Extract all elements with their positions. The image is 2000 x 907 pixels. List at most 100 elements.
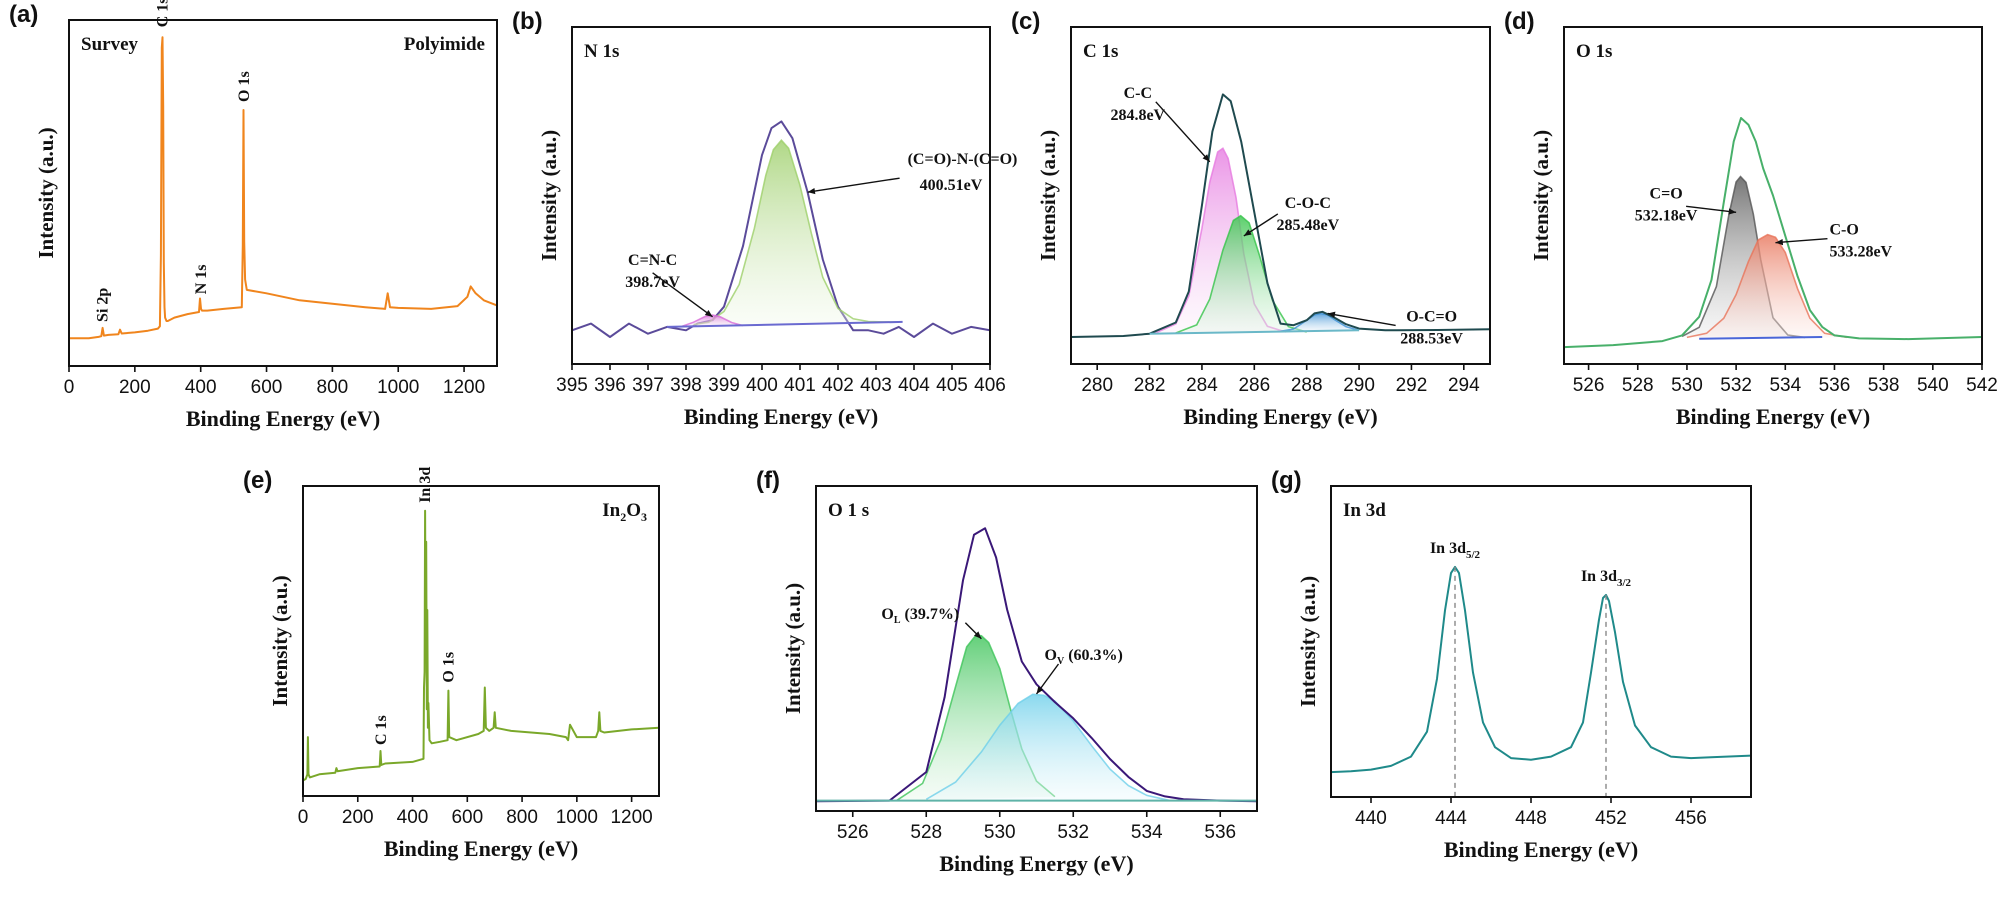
panel-g: (g) 440 444 448 452 456 Binding Energy (eV) Int…	[1271, 467, 1752, 862]
x-tick-label: 400	[185, 377, 217, 398]
x-tick-label: 440	[1355, 808, 1387, 829]
peak-annotation: C=N-C	[628, 252, 677, 269]
x-tick-label: 0	[298, 807, 309, 828]
panel-title: Survey	[81, 34, 139, 55]
peak-annotation: O-C=O	[1406, 308, 1457, 325]
panel-label: (e)	[243, 467, 272, 494]
plot-frame	[302, 485, 660, 797]
x-tick-label: 534	[1769, 375, 1801, 396]
series-line	[925, 693, 1169, 802]
peak-annotation: C 1s	[373, 715, 390, 745]
x-tick-label: 395	[556, 375, 588, 396]
peak-annotation: C-C	[1124, 85, 1152, 102]
series-line	[1686, 233, 1847, 339]
arrow-head	[1327, 311, 1336, 318]
x-tick-label: 530	[1671, 375, 1703, 396]
peak-annotation: OL (39.7%)	[881, 606, 959, 626]
x-axis-label: Binding Energy (eV)	[1444, 837, 1638, 862]
series-fill	[1154, 148, 1286, 334]
arrow-head	[1036, 686, 1044, 694]
x-tick-label: 0	[64, 377, 75, 398]
annotation-arrow	[1775, 237, 1828, 244]
series-fill	[1280, 313, 1360, 332]
peak-annotation: O 1s	[440, 652, 457, 683]
x-tick-label: 403	[860, 375, 892, 396]
annotation-arrow	[652, 272, 714, 318]
x-axis-label: Binding Energy (eV)	[1676, 404, 1870, 429]
x-axis-label: Binding Energy (eV)	[1183, 404, 1377, 429]
x-tick-label: 286	[1238, 375, 1270, 396]
x-tick-label: 456	[1675, 808, 1707, 829]
x-tick-label: 538	[1868, 375, 1900, 396]
annotation-arrow	[1155, 101, 1211, 163]
arrow-head	[1202, 154, 1210, 162]
series-fill	[926, 694, 1169, 801]
panel-f: (f) 526 528 530 532 534 536 Binding Energy (eV)…	[756, 467, 1258, 876]
series-line	[681, 314, 744, 328]
peak-annotation: 288.53eV	[1400, 330, 1463, 347]
panel-label: (g)	[1271, 467, 1302, 494]
x-axis-label: Binding Energy (eV)	[684, 404, 878, 429]
peak-annotation: 285.48eV	[1277, 217, 1340, 234]
arrow-head	[973, 631, 982, 639]
x-tick-label: 532	[1720, 375, 1752, 396]
x-tick-label: 294	[1448, 375, 1480, 396]
series-line	[1280, 312, 1360, 333]
x-tick-label: 400	[746, 375, 778, 396]
series-line	[816, 527, 1257, 803]
plot-frame	[1330, 485, 1752, 798]
peak-annotation: C 1s	[155, 0, 172, 27]
series-line	[69, 36, 497, 340]
panel-title: C 1s	[1083, 41, 1118, 62]
x-tick-label: 280	[1081, 375, 1113, 396]
panel-label: (f)	[756, 467, 780, 494]
panel-label: (b)	[512, 8, 543, 35]
peak-annotation: Si 2p	[95, 288, 112, 322]
y-axis-label: Intensity (a.u.)	[781, 583, 805, 714]
y-axis-label: Intensity (a.u.)	[268, 575, 292, 706]
series-line	[572, 120, 990, 338]
x-tick-label: 290	[1343, 375, 1375, 396]
series-line	[1175, 214, 1307, 334]
corner-label: Polyimide	[404, 34, 485, 55]
x-tick-label: 452	[1595, 808, 1627, 829]
peak-annotation: N 1s	[193, 264, 210, 294]
peak-annotation: 532.18eV	[1635, 207, 1698, 224]
panel-title: O 1s	[1576, 41, 1612, 62]
peak-annotation: OV (60.3%)	[1045, 647, 1123, 667]
x-tick-label: 405	[936, 375, 968, 396]
panel-b: (b) 395 396 397 398 399 400 401 402 403 404 405 406 B…	[512, 8, 1017, 429]
panel-d: (d) 526 528 530 532 534 536 538 540 542 Binding En…	[1504, 8, 1998, 429]
x-tick-label: 540	[1917, 375, 1949, 396]
panel-e: (e) 0 200 400 600 800 1000 1200 Binding Energy (…	[243, 467, 660, 861]
x-tick-label: 200	[119, 377, 151, 398]
peak-annotation: C-O-C	[1285, 195, 1331, 212]
peak-annotation: 533.28eV	[1829, 244, 1892, 261]
x-tick-label: 402	[822, 375, 854, 396]
x-tick-label: 406	[974, 375, 1006, 396]
x-tick-label: 404	[898, 375, 930, 396]
annotation-arrow	[807, 177, 900, 193]
x-tick-label: 448	[1515, 808, 1547, 829]
x-tick-label: 800	[317, 377, 349, 398]
x-tick-label: 399	[708, 375, 740, 396]
x-tick-label: 528	[1622, 375, 1654, 396]
x-tick-label: 397	[632, 375, 664, 396]
x-tick-label: 288	[1291, 375, 1323, 396]
plot-frame	[815, 485, 1258, 812]
peak-annotation: (C=O)-N-(C=O)	[908, 151, 1018, 168]
x-tick-label: 1000	[377, 377, 419, 398]
x-tick-label: 534	[1131, 822, 1163, 843]
peak-annotation: 284.8eV	[1110, 107, 1165, 124]
x-tick-label: 1200	[610, 807, 652, 828]
x-tick-label: 532	[1057, 822, 1089, 843]
annotation-arrow	[1327, 312, 1396, 327]
x-tick-label: 398	[670, 375, 702, 396]
x-tick-label: 292	[1396, 375, 1428, 396]
x-tick-label: 530	[984, 822, 1016, 843]
x-axis-label: Binding Energy (eV)	[186, 406, 380, 431]
x-axis-label: Binding Energy (eV)	[939, 851, 1133, 876]
series-line	[1699, 336, 1823, 340]
x-tick-label: 600	[251, 377, 283, 398]
x-tick-label: 536	[1204, 822, 1236, 843]
